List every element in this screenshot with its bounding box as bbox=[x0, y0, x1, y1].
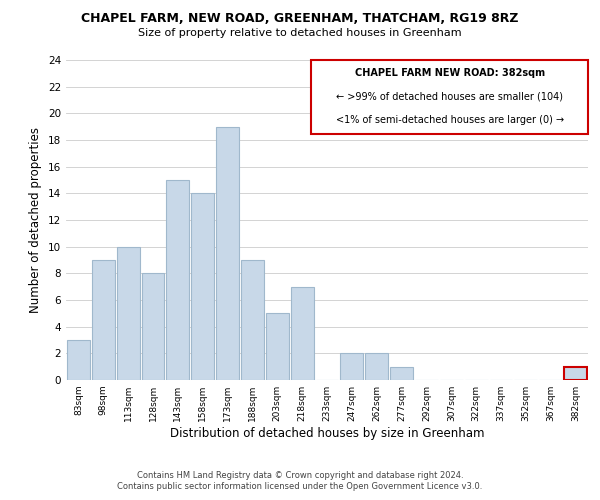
Bar bbox=[67, 340, 90, 380]
Text: Contains public sector information licensed under the Open Government Licence v3: Contains public sector information licen… bbox=[118, 482, 482, 491]
Bar bbox=[291, 286, 314, 380]
Bar bbox=[117, 246, 140, 380]
Bar bbox=[191, 194, 214, 380]
Bar bbox=[266, 314, 289, 380]
Y-axis label: Number of detached properties: Number of detached properties bbox=[29, 127, 43, 313]
Bar bbox=[241, 260, 264, 380]
Bar bbox=[142, 274, 164, 380]
Bar bbox=[166, 180, 189, 380]
Text: CHAPEL FARM, NEW ROAD, GREENHAM, THATCHAM, RG19 8RZ: CHAPEL FARM, NEW ROAD, GREENHAM, THATCHA… bbox=[81, 12, 519, 26]
Text: ← >99% of detached houses are smaller (104): ← >99% of detached houses are smaller (1… bbox=[336, 92, 563, 102]
Text: <1% of semi-detached houses are larger (0) →: <1% of semi-detached houses are larger (… bbox=[335, 116, 564, 126]
Bar bbox=[340, 354, 363, 380]
Bar bbox=[365, 354, 388, 380]
Text: Size of property relative to detached houses in Greenham: Size of property relative to detached ho… bbox=[138, 28, 462, 38]
Text: Contains HM Land Registry data © Crown copyright and database right 2024.: Contains HM Land Registry data © Crown c… bbox=[137, 471, 463, 480]
FancyBboxPatch shape bbox=[311, 60, 588, 134]
Bar bbox=[390, 366, 413, 380]
Bar bbox=[564, 366, 587, 380]
Bar bbox=[216, 126, 239, 380]
X-axis label: Distribution of detached houses by size in Greenham: Distribution of detached houses by size … bbox=[170, 427, 484, 440]
Bar bbox=[92, 260, 115, 380]
Text: CHAPEL FARM NEW ROAD: 382sqm: CHAPEL FARM NEW ROAD: 382sqm bbox=[355, 68, 545, 78]
